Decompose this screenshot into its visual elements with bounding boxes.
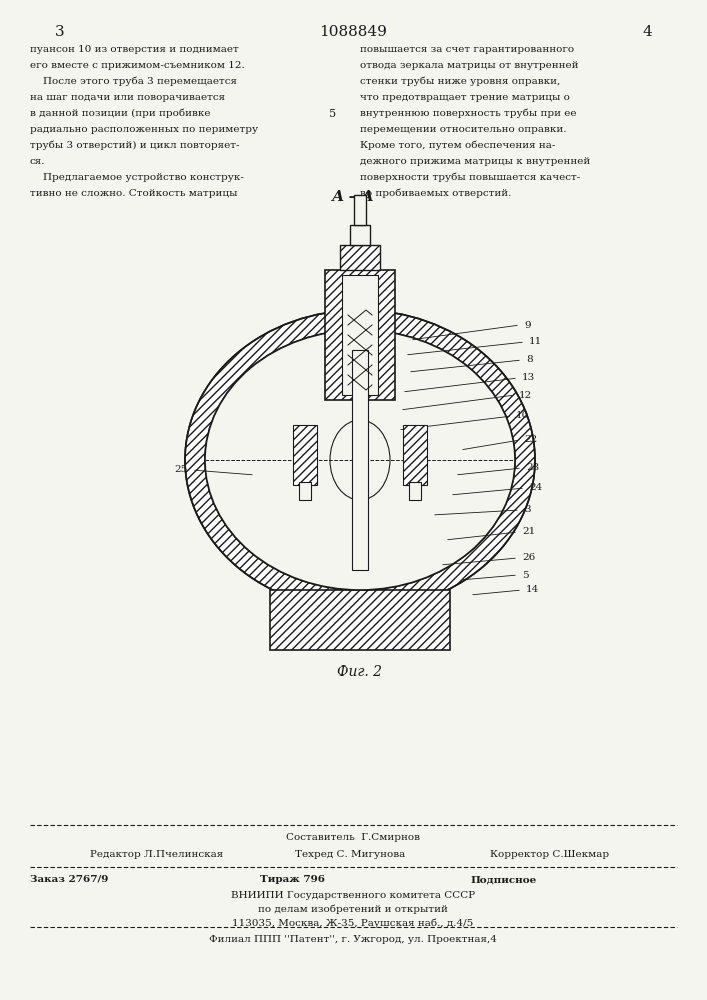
Text: 21: 21 bbox=[522, 528, 535, 536]
Bar bbox=[354, 195, 366, 225]
Bar bbox=[293, 425, 317, 485]
Text: 5: 5 bbox=[329, 109, 337, 119]
Text: в данной позиции (при пробивке: в данной позиции (при пробивке bbox=[30, 109, 211, 118]
Ellipse shape bbox=[205, 330, 515, 590]
Text: Филиал ППП ''Патент'', г. Ужгород, ул. Проектная,4: Филиал ППП ''Патент'', г. Ужгород, ул. П… bbox=[209, 935, 497, 944]
Text: 26: 26 bbox=[522, 554, 535, 562]
Text: Корректор С.Шекмар: Корректор С.Шекмар bbox=[490, 850, 609, 859]
Ellipse shape bbox=[205, 330, 515, 590]
Text: 12: 12 bbox=[519, 390, 532, 399]
Text: Предлагаемое устройство конструк-: Предлагаемое устройство конструк- bbox=[30, 173, 244, 182]
Text: 3: 3 bbox=[55, 25, 65, 39]
Text: Редактор Л.Пчелинская: Редактор Л.Пчелинская bbox=[90, 850, 223, 859]
Text: 11: 11 bbox=[529, 338, 542, 347]
Text: 113035, Москва, Ж-35, Раушская наб., д.4/5: 113035, Москва, Ж-35, Раушская наб., д.4… bbox=[233, 919, 474, 928]
Text: внутреннюю поверхность трубы при ее: внутреннюю поверхность трубы при ее bbox=[360, 109, 576, 118]
Text: 5: 5 bbox=[522, 570, 529, 580]
Text: тивно не сложно. Стойкость матрицы: тивно не сложно. Стойкость матрицы bbox=[30, 189, 238, 198]
Text: 9: 9 bbox=[524, 320, 531, 330]
Text: 14: 14 bbox=[526, 585, 539, 594]
Bar bbox=[270, 590, 450, 650]
Text: поверхности трубы повышается качест-: поверхности трубы повышается качест- bbox=[360, 173, 580, 182]
Bar bbox=[299, 482, 311, 500]
Text: 3: 3 bbox=[524, 506, 531, 514]
Text: радиально расположенных по периметру: радиально расположенных по периметру bbox=[30, 125, 258, 134]
Text: ся.: ся. bbox=[30, 157, 45, 166]
Text: Кроме того, путем обеспечения на-: Кроме того, путем обеспечения на- bbox=[360, 141, 556, 150]
Text: ВНИИПИ Государственного комитета СССР: ВНИИПИ Государственного комитета СССР bbox=[231, 891, 475, 900]
Text: 24: 24 bbox=[529, 484, 542, 492]
Text: дежного прижима матрицы к внутренней: дежного прижима матрицы к внутренней bbox=[360, 157, 590, 166]
Text: 8: 8 bbox=[526, 356, 532, 364]
Text: Заказ 2767/9: Заказ 2767/9 bbox=[30, 875, 108, 884]
Text: стенки трубы ниже уровня оправки,: стенки трубы ниже уровня оправки, bbox=[360, 77, 560, 87]
Bar bbox=[409, 482, 421, 500]
Text: его вместе с прижимом-съемником 12.: его вместе с прижимом-съемником 12. bbox=[30, 61, 245, 70]
Bar bbox=[342, 275, 378, 395]
Text: отвода зеркала матрицы от внутренней: отвода зеркала матрицы от внутренней bbox=[360, 61, 578, 70]
Text: 1088849: 1088849 bbox=[319, 25, 387, 39]
Bar bbox=[350, 225, 370, 245]
Text: 13: 13 bbox=[522, 373, 535, 382]
Text: Подписное: Подписное bbox=[470, 875, 536, 884]
Text: во пробиваемых отверстий.: во пробиваемых отверстий. bbox=[360, 189, 511, 198]
Bar bbox=[340, 245, 380, 270]
Text: 10: 10 bbox=[516, 412, 530, 420]
Bar bbox=[403, 425, 427, 485]
Text: трубы 3 отверстий) и цикл повторяет-: трубы 3 отверстий) и цикл повторяет- bbox=[30, 141, 240, 150]
Text: После этого труба 3 перемещается: После этого труба 3 перемещается bbox=[30, 77, 237, 87]
Ellipse shape bbox=[185, 310, 535, 610]
Text: 25: 25 bbox=[175, 466, 188, 475]
Bar bbox=[352, 350, 368, 570]
Text: 22: 22 bbox=[524, 436, 537, 444]
Text: Составитель  Г.Смирнов: Составитель Г.Смирнов bbox=[286, 833, 420, 842]
Text: 23: 23 bbox=[526, 464, 539, 473]
Bar bbox=[325, 270, 395, 400]
Text: Фиг. 2: Фиг. 2 bbox=[337, 665, 382, 679]
Text: повышается за счет гарантированного: повышается за счет гарантированного bbox=[360, 45, 574, 54]
Text: по делам изобретений и открытий: по делам изобретений и открытий bbox=[258, 905, 448, 914]
Text: Техред С. Мигунова: Техред С. Мигунова bbox=[295, 850, 405, 859]
Text: на шаг подачи или поворачивается: на шаг подачи или поворачивается bbox=[30, 93, 225, 102]
Text: перемещении относительно оправки.: перемещении относительно оправки. bbox=[360, 125, 566, 134]
Text: Тираж 796: Тираж 796 bbox=[260, 875, 325, 884]
Text: что предотвращает трение матрицы о: что предотвращает трение матрицы о bbox=[360, 93, 570, 102]
Ellipse shape bbox=[330, 420, 390, 500]
Text: 4: 4 bbox=[642, 25, 652, 39]
Text: А – А: А – А bbox=[332, 190, 375, 204]
Text: пуансон 10 из отверстия и поднимает: пуансон 10 из отверстия и поднимает bbox=[30, 45, 239, 54]
